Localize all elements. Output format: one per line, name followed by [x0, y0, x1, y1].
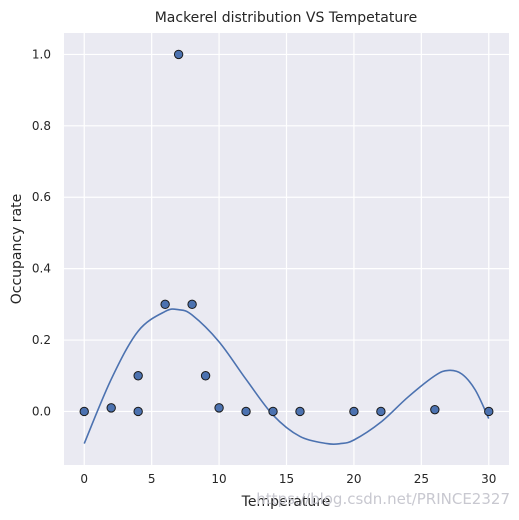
data-point	[214, 403, 224, 413]
y-tick-label: 0.2	[32, 333, 51, 347]
x-tick-label: 10	[211, 472, 226, 486]
fit-curve	[83, 308, 490, 446]
y-tick-labels: 0.0 0.2 0.4 0.6 0.8 1.0	[32, 47, 51, 418]
x-tick-label: 0	[80, 472, 88, 486]
data-point	[484, 406, 494, 417]
x-axis-label: Temperature	[241, 494, 331, 510]
y-axis-label: Occupancy rate	[9, 194, 25, 305]
y-tick-label: 0.6	[32, 190, 51, 204]
data-point	[133, 406, 143, 417]
data-point	[160, 299, 170, 310]
data-point	[79, 406, 89, 417]
data-point	[173, 49, 184, 60]
points	[79, 49, 494, 417]
y-tick-label: 0.4	[32, 262, 51, 276]
data-point	[241, 406, 251, 417]
x-tick-label: 5	[148, 472, 156, 486]
y-tick-label: 1.0	[32, 47, 51, 61]
data-point	[430, 404, 440, 415]
data-point	[106, 403, 116, 413]
y-tick-label: 0.0	[32, 404, 51, 418]
data-point	[295, 406, 305, 417]
data-point	[349, 406, 359, 417]
x-tick-label: 20	[346, 472, 361, 486]
y-tick-label: 0.8	[32, 119, 51, 133]
x-tick-label: 30	[481, 472, 496, 486]
x-tick-label: 15	[279, 472, 294, 486]
data-point	[200, 371, 211, 381]
data-point	[376, 406, 386, 417]
data-point	[133, 371, 143, 381]
chart-title: Mackerel distribution VS Tempetature	[155, 10, 418, 26]
watermark: https://blog.csdn.net/PRINCE2327	[256, 490, 510, 508]
data-point	[187, 299, 197, 310]
x-tick-labels: 0 5 10 15 20 25 30	[80, 472, 496, 486]
data-point	[268, 406, 278, 417]
x-tick-label: 25	[414, 472, 429, 486]
